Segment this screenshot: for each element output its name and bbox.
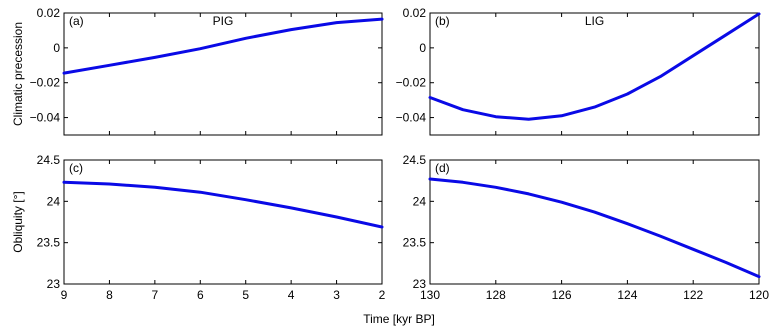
panel-letter: (c) (69, 161, 83, 175)
y-tick-label: 24 (47, 194, 61, 208)
series-line-c (62, 180, 384, 229)
y-tick-label: 23 (413, 277, 427, 291)
y-tick-label: 0.02 (37, 6, 61, 20)
panel-a-frame (63, 12, 383, 136)
y-tick-label: 23.5 (37, 236, 61, 250)
x-axis-label: Time [kyr BP] (363, 312, 435, 326)
panel-title: LIG (585, 14, 604, 28)
panel-b-frame (429, 12, 760, 136)
y-tick-label: 24.5 (37, 153, 61, 167)
series-line-a (62, 17, 384, 75)
x-tick-label: 126 (552, 288, 572, 302)
y-tick-label: 23 (47, 277, 61, 291)
y-tick-label: −0.02 (396, 76, 427, 90)
panel-title: PIG (213, 14, 234, 28)
y-tick-label: 24 (413, 194, 427, 208)
y-axis-label: Obliquity [°] (11, 191, 25, 253)
x-tick-label: 7 (152, 288, 159, 302)
y-tick-label: 24.5 (403, 153, 427, 167)
x-tick-label: 130 (420, 288, 440, 302)
y-axis-label: Climatic precession (11, 22, 25, 126)
y-tick-label: −0.04 (30, 111, 61, 125)
x-tick-label: 122 (683, 288, 703, 302)
x-tick-label: 6 (197, 288, 204, 302)
y-tick-label: 23.5 (403, 236, 427, 250)
x-tick-label: 128 (486, 288, 506, 302)
x-tick-label: 8 (106, 288, 113, 302)
panel-letter: (d) (435, 161, 450, 175)
panel-d-frame (429, 159, 760, 285)
panel-letter: (a) (69, 14, 84, 28)
x-tick-label: 4 (288, 288, 295, 302)
y-tick-label: 0 (53, 41, 60, 55)
y-tick-label: 0 (419, 41, 426, 55)
y-tick-label: −0.04 (396, 111, 427, 125)
x-tick-label: 9 (61, 288, 68, 302)
y-tick-label: 0.02 (403, 6, 427, 20)
series-line-d (428, 177, 761, 279)
y-tick-label: −0.02 (30, 76, 61, 90)
x-tick-label: 2 (379, 288, 386, 302)
series-line-b (428, 12, 761, 121)
x-tick-label: 3 (333, 288, 340, 302)
panel-c-frame (63, 159, 383, 285)
x-tick-label: 120 (749, 288, 769, 302)
x-tick-label: 124 (617, 288, 637, 302)
panel-letter: (b) (435, 14, 450, 28)
x-tick-label: 5 (242, 288, 249, 302)
